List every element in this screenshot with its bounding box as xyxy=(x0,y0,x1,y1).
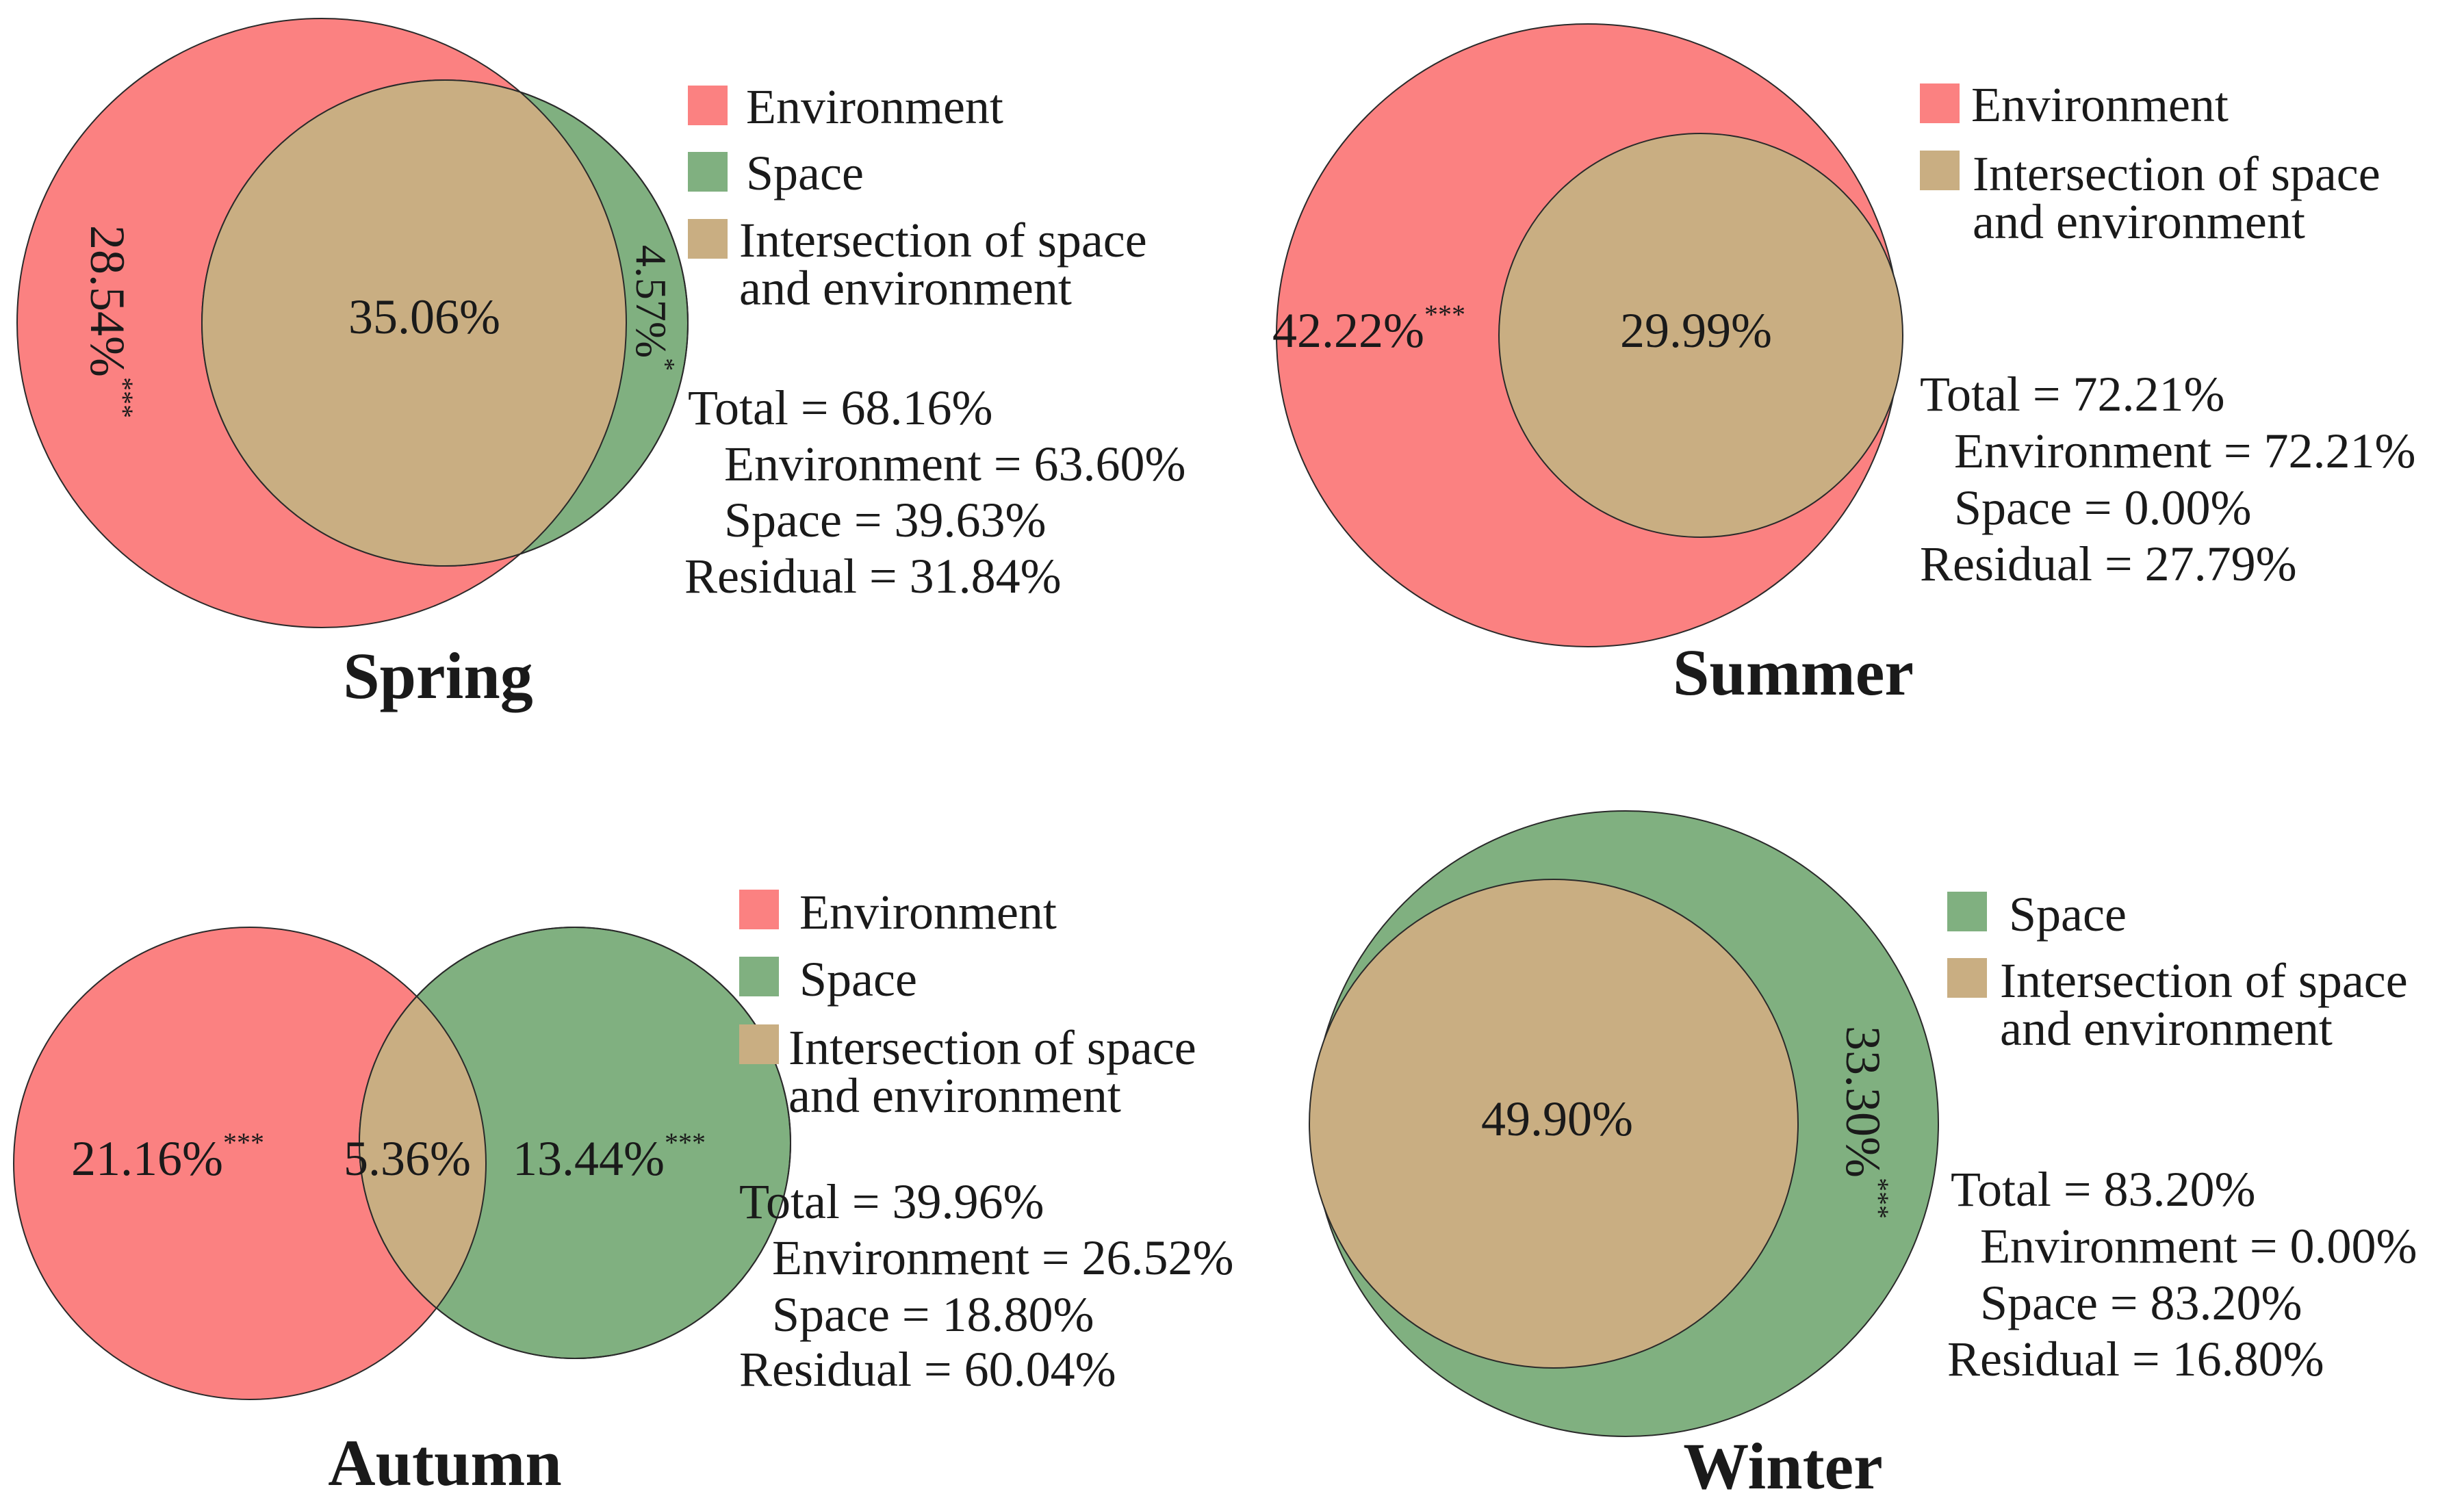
autumn-stat-residual: Residual = 60.04% xyxy=(739,1342,1116,1397)
spring-legend-environment-label: Environment xyxy=(746,79,1003,134)
winter-intersection-label: 49.90% xyxy=(1481,1092,1633,1146)
autumn-stat-environment: Environment = 26.52% xyxy=(772,1230,1234,1285)
autumn-stat-space: Space = 18.80% xyxy=(772,1287,1094,1342)
spring-space-only-label: 4.57%* xyxy=(627,245,680,371)
winter-intersection-region xyxy=(1309,879,1799,1369)
spring-intersection-region xyxy=(202,80,627,566)
summer-stat-space: Space = 0.00% xyxy=(1954,480,2252,535)
summer-legend-intersection-label-line1: Intersection of space xyxy=(1973,146,2380,201)
winter-stat-environment: Environment = 0.00% xyxy=(1980,1219,2417,1274)
winter-legend-intersection-swatch xyxy=(1947,958,1987,998)
winter-stats: Total = 83.20% Environment = 0.00% Space… xyxy=(1947,1162,2417,1386)
autumn-environment-only-label: 21.16%*** xyxy=(71,1127,264,1185)
spring-stat-residual: Residual = 31.84% xyxy=(684,549,1062,604)
winter-legend-space-label: Space xyxy=(2009,887,2127,942)
summer-legend-intersection-label-line2: and environment xyxy=(1973,194,2305,249)
summer-intersection-label: 29.99% xyxy=(1620,303,1772,358)
spring-space-only-value: 4.57% xyxy=(627,245,676,358)
summer-title: Summer xyxy=(1673,636,1914,709)
panel-summer: 42.22%*** 29.99% Environment Intersectio… xyxy=(1272,23,2416,709)
autumn-title: Autumn xyxy=(328,1426,561,1499)
spring-legend-environment-swatch xyxy=(688,86,728,125)
spring-title: Spring xyxy=(343,639,532,712)
winter-space-only-label: 33.30%*** xyxy=(1836,1026,1894,1219)
panel-autumn: 21.16%*** 5.36% 13.44%*** Environment Sp… xyxy=(13,885,1234,1499)
autumn-environment-only-sig: *** xyxy=(223,1127,264,1158)
panel-spring: 28.54%*** 35.06% 4.57%* Environment Spac… xyxy=(16,18,1186,712)
autumn-environment-only-value: 21.16% xyxy=(71,1131,223,1186)
winter-legend-space-swatch xyxy=(1947,892,1987,931)
autumn-legend-environment-label: Environment xyxy=(799,885,1057,940)
spring-space-outline xyxy=(201,79,689,567)
spring-space-only-sig: * xyxy=(651,358,680,371)
autumn-space-only-label: 13.44%*** xyxy=(513,1127,706,1185)
winter-stat-residual: Residual = 16.80% xyxy=(1947,1332,2324,1386)
autumn-intersection-value: 5.36% xyxy=(344,1131,471,1186)
spring-stats: Total = 68.16% Environment = 63.60% Spac… xyxy=(684,380,1186,604)
autumn-legend-intersection-label-line1: Intersection of space xyxy=(788,1020,1196,1075)
spring-stat-space: Space = 39.63% xyxy=(724,493,1047,547)
spring-legend-intersection-label-line1: Intersection of space xyxy=(739,213,1147,268)
spring-legend-intersection-label-line2: and environment xyxy=(739,261,1072,315)
panel-winter: 49.90% 33.30%*** Space Intersection of s… xyxy=(1309,810,2417,1503)
spring-intersection-value: 35.06% xyxy=(348,289,500,344)
spring-legend-space-swatch xyxy=(688,152,728,192)
autumn-legend: Environment Space Intersection of space … xyxy=(739,885,1196,1123)
winter-space-only-value: 33.30% xyxy=(1836,1026,1890,1178)
summer-stat-environment: Environment = 72.21% xyxy=(1954,424,2416,478)
winter-stat-total: Total = 83.20% xyxy=(1951,1162,2256,1217)
summer-environment-only-label: 42.22%*** xyxy=(1272,299,1465,357)
summer-intersection-region xyxy=(1498,133,1903,538)
spring-environment-only-value: 28.54% xyxy=(80,225,135,377)
spring-stat-environment: Environment = 63.60% xyxy=(724,437,1186,491)
winter-legend-intersection-label-line1: Intersection of space xyxy=(2000,953,2408,1008)
winter-title: Winter xyxy=(1683,1430,1883,1503)
summer-intersection-value: 29.99% xyxy=(1620,303,1772,358)
summer-environment-only-value: 42.22% xyxy=(1272,303,1424,358)
summer-stat-total: Total = 72.21% xyxy=(1920,367,2225,422)
autumn-intersection-label: 5.36% xyxy=(344,1131,471,1186)
summer-legend: Environment Intersection of space and en… xyxy=(1920,77,2380,249)
summer-environment-only-sig: *** xyxy=(1424,299,1465,330)
autumn-space-outline xyxy=(359,927,791,1359)
autumn-space-only-sig: *** xyxy=(665,1127,706,1158)
autumn-space-only-value: 13.44% xyxy=(513,1131,665,1186)
autumn-legend-environment-swatch xyxy=(739,890,779,929)
summer-legend-environment-swatch xyxy=(1920,83,1960,123)
autumn-legend-intersection-swatch xyxy=(739,1024,779,1064)
winter-legend: Space Intersection of space and environm… xyxy=(1947,887,2408,1056)
autumn-legend-space-swatch xyxy=(739,957,779,996)
autumn-legend-intersection-label-line2: and environment xyxy=(788,1068,1121,1123)
summer-stats: Total = 72.21% Environment = 72.21% Spac… xyxy=(1920,367,2416,591)
summer-legend-intersection-swatch xyxy=(1920,151,1960,190)
spring-intersection-label: 35.06% xyxy=(348,289,500,344)
spring-environment-only-sig: *** xyxy=(108,377,139,418)
spring-environment-only-label: 28.54%*** xyxy=(80,225,138,418)
spring-legend-space-label: Space xyxy=(746,146,864,201)
winter-legend-intersection-label-line2: and environment xyxy=(2000,1001,2333,1056)
summer-stat-residual: Residual = 27.79% xyxy=(1920,537,2297,591)
autumn-legend-space-label: Space xyxy=(799,952,917,1007)
spring-legend: Environment Space Intersection of space … xyxy=(688,79,1147,315)
autumn-stat-total: Total = 39.96% xyxy=(739,1174,1044,1229)
spring-legend-intersection-swatch xyxy=(688,219,728,259)
winter-intersection-value: 49.90% xyxy=(1481,1092,1633,1146)
winter-stat-space: Space = 83.20% xyxy=(1980,1276,2302,1330)
summer-legend-environment-label: Environment xyxy=(1971,77,2229,132)
spring-stat-total: Total = 68.16% xyxy=(688,380,993,435)
winter-space-only-sig: *** xyxy=(1864,1178,1895,1219)
autumn-stats: Total = 39.96% Environment = 26.52% Spac… xyxy=(739,1174,1234,1397)
